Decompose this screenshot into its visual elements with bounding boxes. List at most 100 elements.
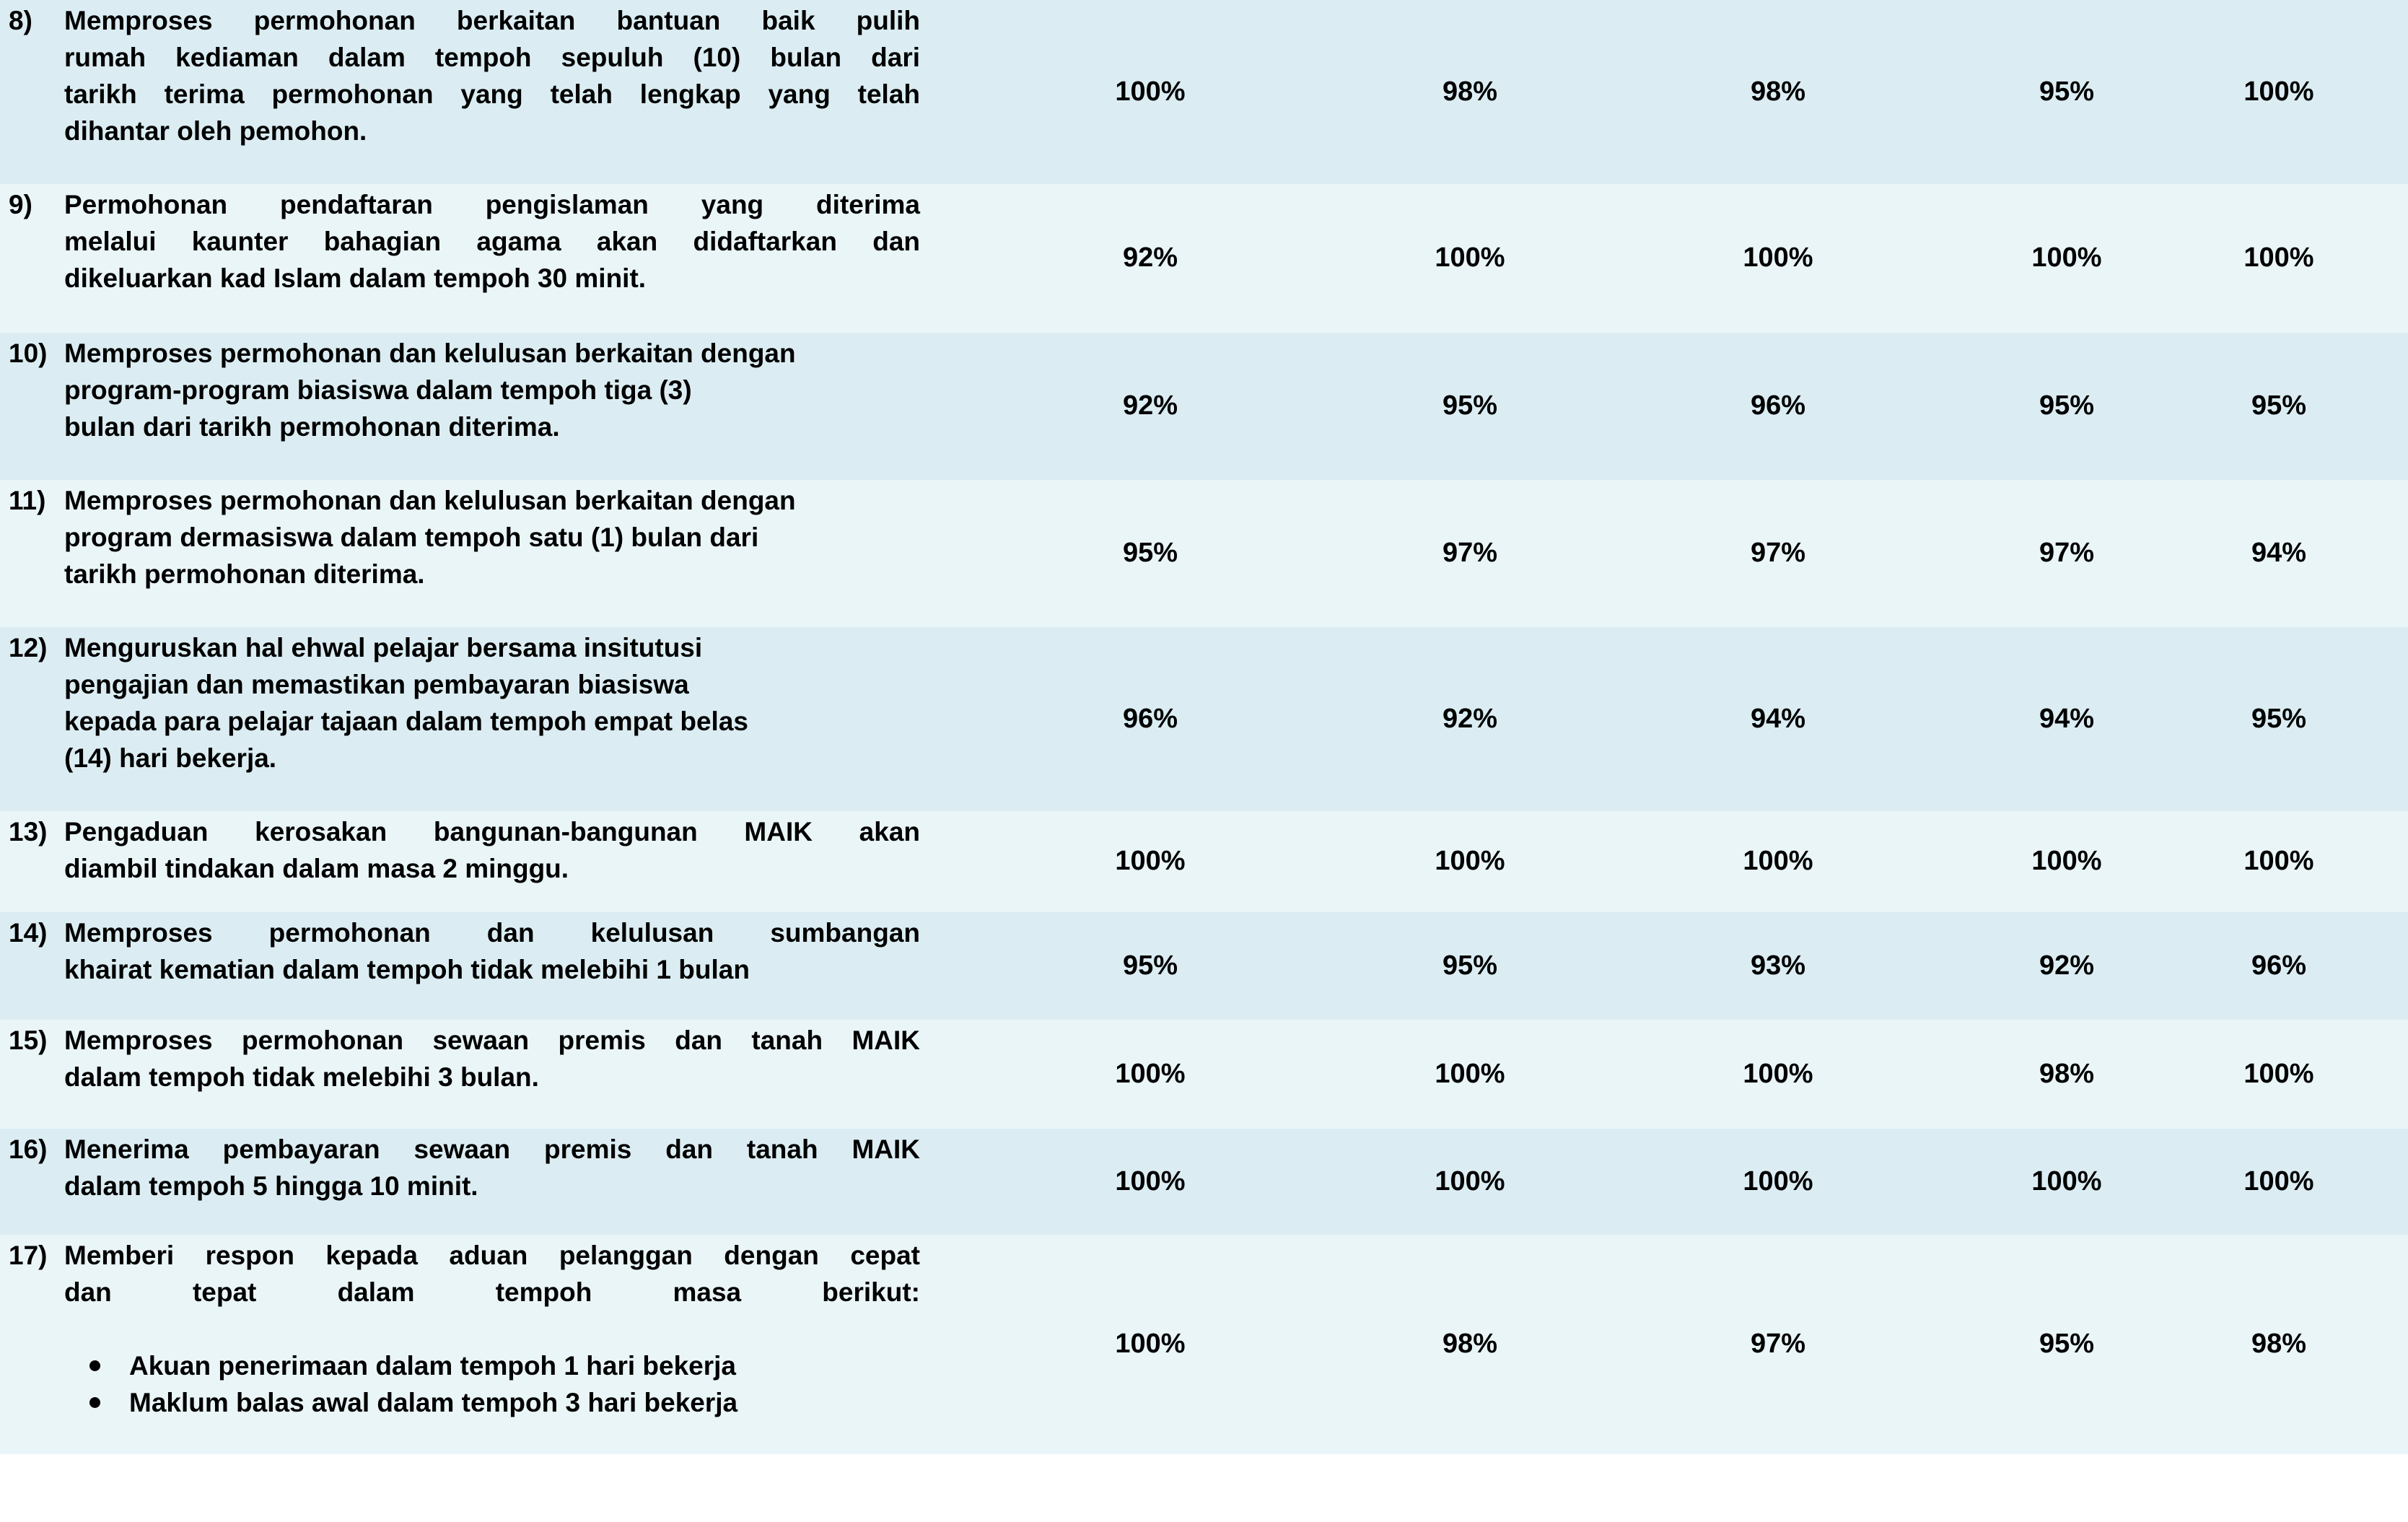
item-text-line: dikeluarkan kad Islam dalam tempoh 30 mi… [64,263,647,293]
item-text-line: Menerima pembayaran sewaan premis dan ta… [64,1134,920,1164]
percentage-cell: 96% [2251,950,2307,981]
percentage-cell: 95% [2039,1329,2095,1359]
percentage-cell: 97% [1750,1329,1806,1359]
item-number: 15) [9,1025,48,1055]
percentage-cell: 100% [1115,76,1186,107]
item-text-line: Memproses permohonan dan kelulusan berka… [64,338,796,368]
item-text-line: Memberi respon kepada aduan pelanggan de… [64,1241,920,1270]
percentage-cell: 100% [1435,1165,1505,1197]
item-text-line: Memproses permohonan berkaitan bantuan b… [64,6,920,35]
table-row: 17) Memberi respon kepada aduan pelanggan… [0,1235,2408,1454]
percentage-cell: 95% [2039,390,2095,421]
item-text-line: Memproses permohonan dan kelulusan sumba… [64,918,920,948]
item-number: 14) [9,918,48,948]
percentage-cell: 100% [2243,1165,2314,1197]
percentage-cell: 96% [1122,703,1178,734]
percentage-cell: 95% [2251,703,2307,734]
item-text-line: tarikh permohonan diterima. [64,559,425,589]
item-text-line: (14) hari bekerja. [64,743,277,773]
percentage-cell: 100% [1743,1165,1813,1197]
bullet-dot [89,1397,100,1408]
percentage-cell: 95% [1442,390,1498,421]
item-number: 17) [9,1241,48,1270]
item-number: 11) [9,486,46,515]
item-text-line: tarikh terima permohonan yang telah leng… [64,79,920,109]
percentage-cell: 100% [2031,242,2102,273]
item-number: 13) [9,817,48,847]
bullet-dot [89,1360,100,1371]
percentage-cell: 97% [1442,538,1498,568]
item-number: 12) [9,633,48,662]
percentage-cell: 100% [1435,1058,1505,1089]
item-text-line: dalam tempoh 5 hingga 10 minit. [64,1171,478,1201]
bullet-text: Akuan penerimaan dalam tempoh 1 hari bek… [129,1351,737,1381]
percentage-cell: 95% [2251,390,2307,421]
percentage-cell: 92% [1122,390,1178,421]
item-number: 8) [9,6,32,35]
percentage-cell: 92% [1122,242,1178,273]
table-row: 8) Memproses permohonan berkaitan bantuan… [0,0,2408,184]
bullet-text: Maklum balas awal dalam tempoh 3 hari be… [129,1388,738,1417]
percentage-cell: 100% [1115,1329,1186,1359]
item-text-line: pengajian dan memastikan pembayaran bias… [64,670,689,699]
item-number: 9) [9,190,32,219]
table-row: 10) Memproses permohonan dan kelulusan be… [0,333,2408,480]
percentage-cell: 98% [2251,1329,2307,1359]
percentage-cell: 100% [2243,1058,2314,1089]
percentage-cell: 100% [1435,846,1505,876]
percentage-cell: 100% [2031,1165,2102,1197]
percentage-cell: 95% [1442,950,1498,981]
item-text-line: diambil tindakan dalam masa 2 minggu. [64,854,569,883]
percentage-cell: 98% [2039,1058,2095,1089]
percentage-cell: 100% [1743,242,1813,273]
table-row: 15) Memproses permohonan sewaan premis da… [0,1020,2408,1129]
percentage-cell: 97% [2039,538,2095,568]
percentage-cell: 94% [2039,703,2095,734]
item-text-line: melalui kaunter bahagian agama akan dida… [64,227,920,256]
item-text-line: program dermasiswa dalam tempoh satu (1)… [64,522,759,552]
percentage-cell: 95% [1122,950,1178,981]
item-text-line: dihantar oleh pemohon. [64,116,367,146]
item-text-line: Permohonan pendaftaran pengislaman yang … [64,190,920,219]
item-text-line: Memproses permohonan dan kelulusan berka… [64,486,796,515]
percentage-cell: 100% [2031,846,2102,876]
percentage-cell: 98% [1442,76,1498,107]
percentage-cell: 100% [1115,846,1186,876]
item-text-line: dan tepat dalam tempoh masa berikut: [64,1277,920,1307]
percentage-cell: 95% [1122,538,1178,568]
item-text-line: Memproses permohonan sewaan premis dan t… [64,1025,920,1055]
percentage-cell: 100% [2243,242,2314,273]
percentage-cell: 98% [1750,76,1806,107]
percentage-cell: 92% [2039,950,2095,981]
item-text-line: khairat kematian dalam tempoh tidak mele… [64,955,750,984]
percentage-cell: 100% [1115,1058,1186,1089]
percentage-cell: 100% [1743,846,1813,876]
percentage-cell: 95% [2039,76,2095,107]
item-text-line: Menguruskan hal ehwal pelajar bersama in… [64,633,703,662]
item-text-line: kepada para pelajar tajaan dalam tempoh … [64,707,748,736]
percentage-cell: 97% [1750,538,1806,568]
percentage-cell: 100% [2243,76,2314,107]
item-number: 16) [9,1134,48,1164]
percentage-cell: 100% [1435,242,1505,273]
item-text-line: bulan dari tarikh permohonan diterima. [64,412,560,442]
item-text-line: Pengaduan kerosakan bangunan-bangunan MA… [64,817,920,847]
table-row: 12) Menguruskan hal ehwal pelajar bersama… [0,627,2408,811]
percentage-cell: 96% [1750,390,1806,421]
percentage-cell: 100% [2243,846,2314,876]
table-row: 14) Memproses permohonan dan kelulusan su… [0,912,2408,1020]
item-text-line: dalam tempoh tidak melebihi 3 bulan. [64,1062,539,1092]
table-row: 9) Permohonan pendaftaran pengislaman yan… [0,184,2408,333]
table-row: 11) Memproses permohonan dan kelulusan be… [0,480,2408,627]
percentage-cell: 98% [1442,1329,1498,1359]
percentage-cell: 93% [1750,950,1806,981]
item-text-line: rumah kediaman dalam tempoh sepuluh (10)… [64,43,920,72]
table-row: 13) Pengaduan kerosakan bangunan-bangunan… [0,811,2408,912]
percentage-cell: 94% [2251,538,2307,568]
percentage-cell: 100% [1115,1165,1186,1197]
table-row: 16) Menerima pembayaran sewaan premis dan… [0,1129,2408,1235]
item-number: 10) [9,338,48,368]
item-text-line: program-program biasiswa dalam tempoh ti… [64,375,692,405]
percentage-cell: 94% [1750,703,1806,734]
percentage-cell: 100% [1743,1058,1813,1089]
